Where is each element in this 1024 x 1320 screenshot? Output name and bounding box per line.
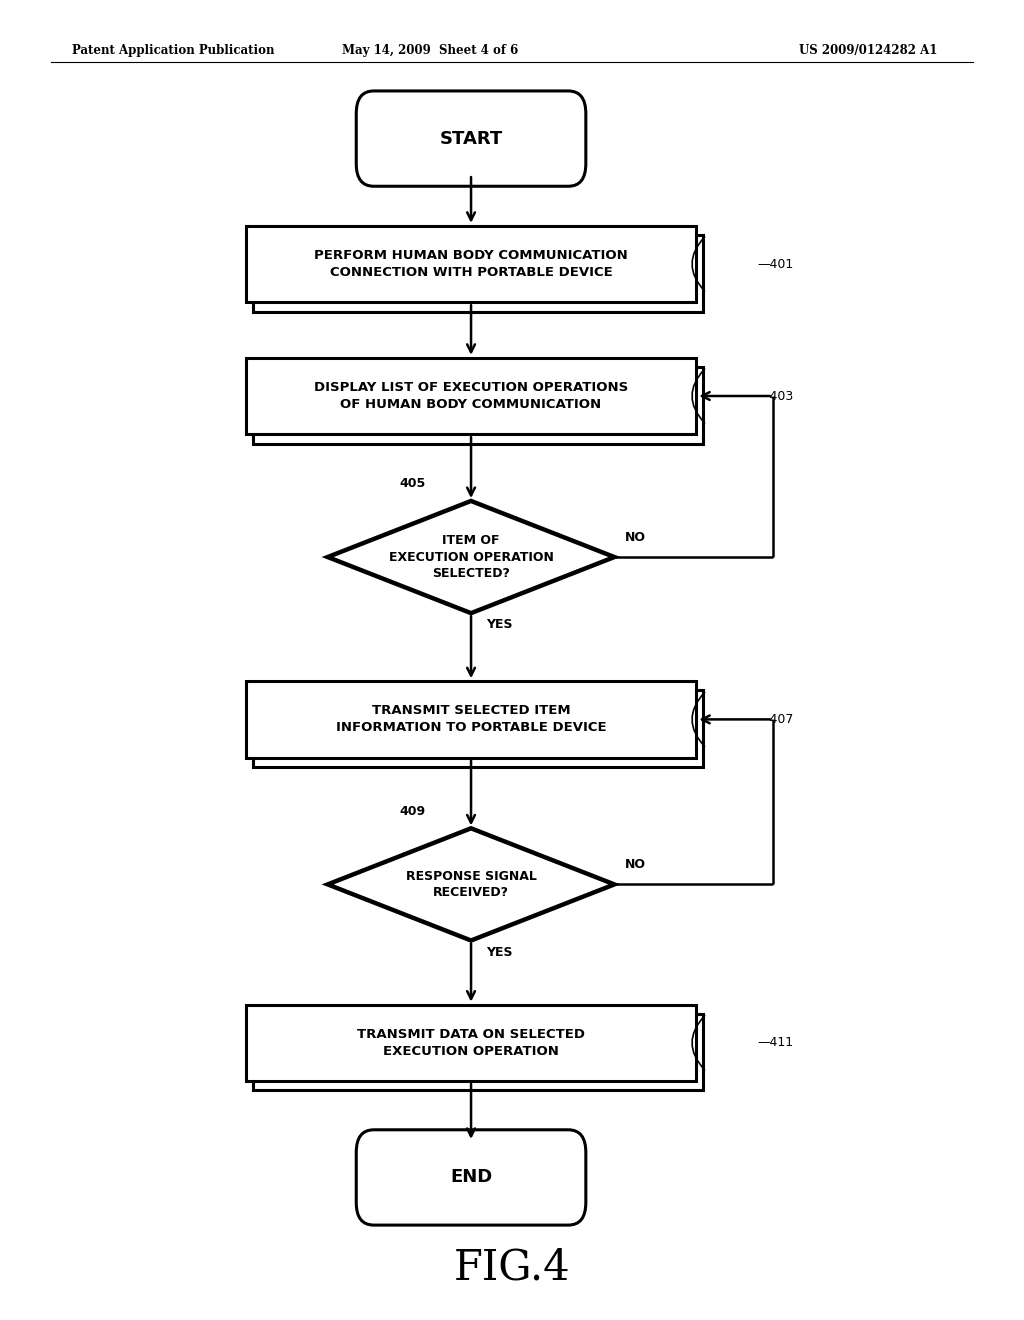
Text: RESPONSE SIGNAL
RECEIVED?: RESPONSE SIGNAL RECEIVED? [406, 870, 537, 899]
Bar [246, 1005, 696, 1081]
Text: PERFORM HUMAN BODY COMMUNICATION
CONNECTION WITH PORTABLE DEVICE: PERFORM HUMAN BODY COMMUNICATION CONNECT… [314, 249, 628, 279]
FancyBboxPatch shape [356, 91, 586, 186]
Text: NO: NO [625, 531, 646, 544]
Bar [253, 235, 703, 312]
Text: US 2009/0124282 A1: US 2009/0124282 A1 [799, 44, 937, 57]
Bar [246, 681, 696, 758]
Text: —401: —401 [758, 257, 794, 271]
Text: 405: 405 [399, 478, 426, 491]
Text: TRANSMIT DATA ON SELECTED
EXECUTION OPERATION: TRANSMIT DATA ON SELECTED EXECUTION OPER… [357, 1028, 585, 1057]
Text: YES: YES [486, 945, 513, 958]
Text: DISPLAY LIST OF EXECUTION OPERATIONS
OF HUMAN BODY COMMUNICATION: DISPLAY LIST OF EXECUTION OPERATIONS OF … [314, 381, 628, 411]
Text: Patent Application Publication: Patent Application Publication [72, 44, 274, 57]
Text: May 14, 2009  Sheet 4 of 6: May 14, 2009 Sheet 4 of 6 [342, 44, 518, 57]
Bar [246, 358, 696, 434]
Text: —411: —411 [758, 1036, 794, 1049]
FancyBboxPatch shape [356, 1130, 586, 1225]
Bar [253, 367, 703, 444]
Text: FIG.4: FIG.4 [454, 1246, 570, 1288]
Text: START: START [439, 129, 503, 148]
Polygon shape [328, 502, 614, 612]
Text: —403: —403 [758, 389, 794, 403]
Bar [253, 1014, 703, 1090]
Text: 409: 409 [399, 805, 426, 817]
Text: TRANSMIT SELECTED ITEM
INFORMATION TO PORTABLE DEVICE: TRANSMIT SELECTED ITEM INFORMATION TO PO… [336, 705, 606, 734]
Bar [246, 226, 696, 302]
Text: NO: NO [625, 858, 646, 871]
Text: END: END [450, 1168, 493, 1187]
Text: ITEM OF
EXECUTION OPERATION
SELECTED?: ITEM OF EXECUTION OPERATION SELECTED? [388, 535, 554, 579]
Text: —407: —407 [758, 713, 795, 726]
Polygon shape [328, 829, 614, 940]
Bar [253, 690, 703, 767]
Text: YES: YES [486, 618, 513, 631]
